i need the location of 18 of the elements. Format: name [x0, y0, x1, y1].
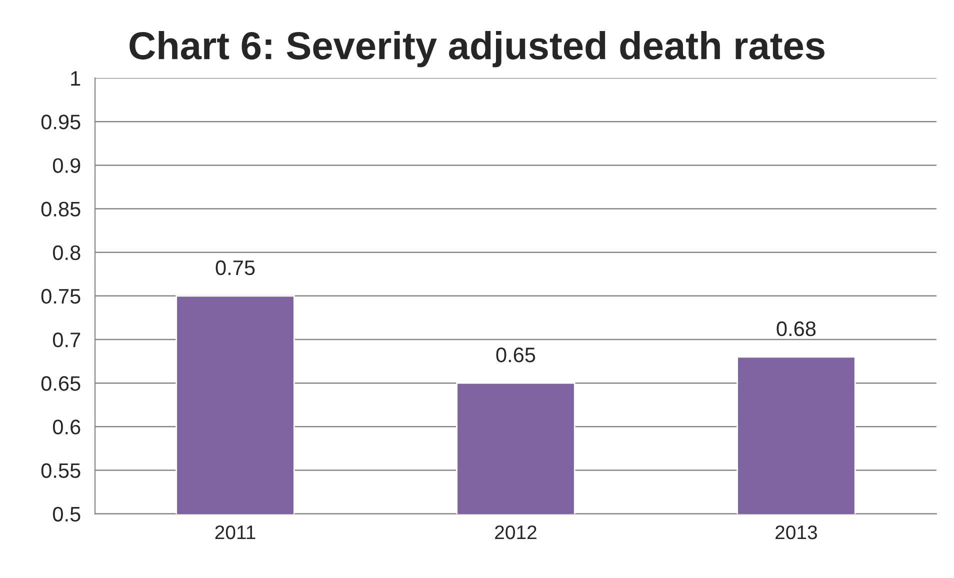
y-tick-label: 0.95: [41, 114, 80, 130]
y-tick-label: 0.9: [52, 158, 80, 173]
y-tick-label: 0.85: [41, 202, 80, 217]
x-tick-label: 2011: [215, 525, 256, 540]
data-label: 0.68: [776, 321, 816, 336]
y-tick-label: 0.75: [41, 288, 80, 304]
data-label: 0.65: [496, 348, 536, 362]
x-tick-label: 2012: [495, 525, 536, 540]
y-tick-label: 0.6: [52, 420, 80, 434]
y-tick-label: 0.5: [52, 506, 80, 522]
y-tick-label: 0.8: [52, 245, 80, 260]
y-tick-label: 0.7: [52, 332, 80, 348]
chart-title: Chart 6: Severity adjusted death rates: [130, 31, 824, 68]
x-tick-label: 2013: [776, 525, 817, 540]
y-tick-label: 0.55: [41, 463, 80, 478]
y-tick-label: 0.65: [41, 376, 80, 391]
data-label: 0.75: [216, 260, 255, 276]
y-tick-label: 1: [71, 71, 80, 86]
